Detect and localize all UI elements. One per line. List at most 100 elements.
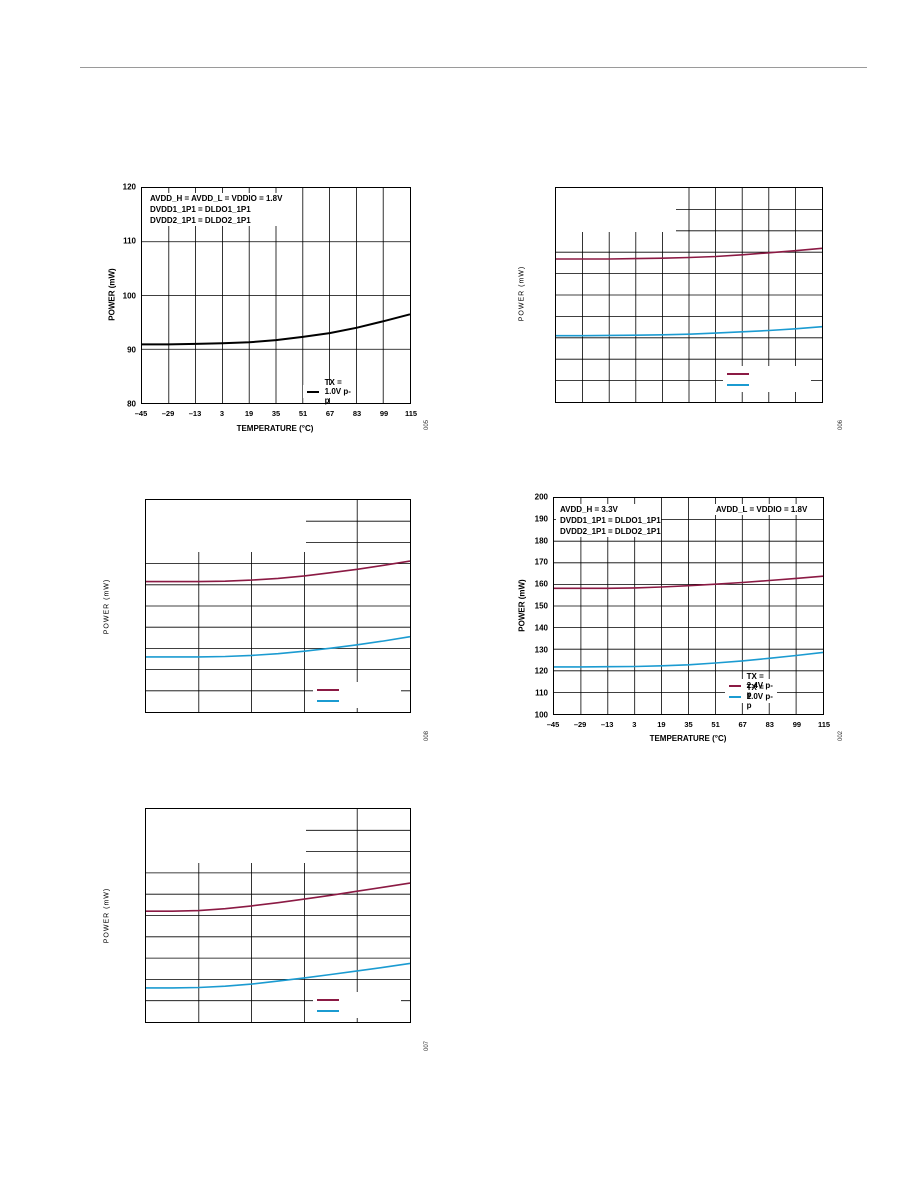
chart-4-figure-number: 002 [838, 730, 845, 742]
chart-4-legend-item-1: TX = 2.4V p-p [729, 672, 773, 699]
chart-4-legend-swatch-1 [729, 684, 741, 687]
chart-4-x-tick-label: 115 [817, 720, 831, 729]
chart-3-figure-number: 008 [424, 730, 431, 742]
chart-5-series-2-line [146, 962, 411, 989]
chart-4-y-tick-label: 130 [534, 645, 548, 655]
chart-1-x-tick-label: 19 [244, 409, 254, 418]
chart-3-legend-item-2 [317, 695, 397, 706]
chart-1-x-tick-label: –45 [134, 409, 148, 418]
chart-2-legend-item-1 [727, 368, 807, 379]
chart-5-series-1-line [146, 882, 411, 912]
header-rule [80, 67, 867, 68]
chart-4-y-tick-label: 160 [534, 579, 548, 589]
chart-1-series-1-line [142, 313, 411, 346]
chart-4-annotation-line-3: DVDD2_1P1 = DLDO2_1P1 [560, 527, 661, 536]
chart-4-x-tick-label: –45 [546, 720, 560, 729]
chart-2-legend [723, 366, 811, 392]
chart-1-x-tick-label: 99 [379, 409, 389, 418]
chart-1-x-tick-label: 35 [271, 409, 281, 418]
chart-4-legend: TX = 2.4V p-p TX = 1.0V p-p [725, 672, 778, 710]
chart-1-y-tick-label: 90 [127, 345, 136, 355]
chart-4-y-tick-label: 100 [534, 710, 548, 720]
chart-4-y-tick-label: 180 [534, 536, 548, 546]
chart-4-legend-label-2: TX = 1.0V p-p [746, 683, 773, 710]
chart-3-blank-annotation-box [146, 500, 306, 552]
chart-5-figure-number: 007 [424, 1040, 431, 1052]
chart-4-y-tick-label: 170 [534, 557, 548, 567]
chart-2-series-2-line [556, 325, 823, 337]
chart-5-legend [313, 992, 401, 1018]
chart-4-y-tick-label: 120 [534, 666, 548, 676]
chart-1-annotation-line-3: DVDD2_1P1 = DLDO2_1P1 [150, 216, 251, 225]
chart-5-y-axis-label: POWER (mW) [103, 887, 111, 944]
chart-4-x-tick-label: 67 [738, 720, 747, 729]
chart-2-figure-number: 006 [838, 419, 845, 431]
chart-2-legend-swatch-1 [727, 372, 749, 375]
chart-4-legend-item-2: TX = 1.0V p-p [729, 683, 773, 710]
chart-1-x-axis-label: TEMPERATURE (°C) [236, 424, 314, 433]
chart-1-x-tick-label: –29 [161, 409, 175, 418]
chart-5-legend-item-2 [317, 1005, 397, 1016]
chart-1-legend-swatch [307, 390, 319, 393]
chart-4-x-tick-label: –13 [600, 720, 614, 729]
chart-3-legend-swatch-2 [317, 699, 339, 702]
chart-4-legend-swatch-2 [729, 695, 741, 698]
chart-4-series-2-line [554, 651, 824, 668]
chart-5-legend-swatch-2 [317, 1009, 339, 1012]
chart-4-x-axis-label: TEMPERATURE (°C) [649, 734, 727, 743]
chart-1-x-tick-label: 51 [298, 409, 308, 418]
chart-1-x-tick-label: 3 [219, 409, 225, 418]
chart-3-series-1-line [146, 560, 411, 583]
chart-4-y-axis-label: POWER (mW) [517, 579, 527, 632]
chart-5-blank-annotation-box [146, 809, 306, 863]
chart-4-x-tick-label: 35 [684, 720, 693, 729]
chart-1-x-tick-label: 67 [325, 409, 335, 418]
chart-1-legend-item: TX = 1.0V p-p [307, 378, 351, 405]
chart-4-y-tick-label: 140 [534, 623, 548, 633]
chart-2-legend-item-2 [727, 379, 807, 390]
chart-3-svg [146, 500, 411, 712]
chart-1-figure-number: 005 [424, 419, 431, 431]
chart-4-x-tick-label: 19 [657, 720, 666, 729]
chart-5-legend-item-1 [317, 994, 397, 1005]
chart-4-annotation-line-1: AVDD_H = 3.3V [560, 505, 618, 514]
chart-4-x-tick-label: 83 [765, 720, 774, 729]
chart-1-annotation-line-1: AVDD_H = AVDD_L = VDDIO = 1.8V [150, 194, 283, 203]
chart-4-y-tick-label: 190 [534, 514, 548, 524]
chart-3-series-2-line [146, 635, 411, 658]
chart-2-y-axis-label: POWER (mW) [518, 265, 526, 322]
chart-3-legend-item-1 [317, 684, 397, 695]
chart-3-legend [313, 682, 401, 708]
chart-3-y-axis-label: POWER (mW) [103, 578, 111, 635]
chart-2-svg [556, 188, 823, 402]
chart-1-x-tick-label: 83 [352, 409, 362, 418]
chart-4-y-tick-label: 110 [535, 688, 548, 698]
chart-4-x-tick-label: 99 [792, 720, 802, 729]
chart-4-annotation: AVDD_H = 3.3V DVDD1_1P1 = DLDO1_1P1 DVDD… [556, 504, 661, 537]
chart-5-legend-swatch-1 [317, 998, 339, 1001]
chart-2-legend-swatch-2 [727, 383, 749, 386]
chart-2-series-1-line [556, 247, 823, 260]
chart-1-y-tick-label: 80 [127, 399, 136, 409]
chart-3-legend-swatch-1 [317, 688, 339, 691]
chart-1-annotation: AVDD_H = AVDD_L = VDDIO = 1.8V DVDD1_1P1… [146, 193, 283, 226]
chart-4-x-tick-label: 3 [632, 720, 637, 729]
chart-4-x-tick-label: –29 [573, 720, 587, 729]
chart-2-blank-annotation-box [556, 188, 676, 232]
chart-4-annotation-line-2: DVDD1_1P1 = DLDO1_1P1 [560, 516, 661, 525]
chart-1-legend: TX = 1.0V p-p [303, 378, 356, 405]
chart-1-y-axis-label: POWER (mW) [107, 268, 117, 321]
chart-1-annotation-line-2: DVDD1_1P1 = DLDO1_1P1 [150, 205, 251, 214]
chart-1-x-tick-label: –13 [188, 409, 202, 418]
chart-4-series-1-line [554, 575, 824, 590]
chart-1-y-tick-label: 110 [123, 236, 136, 246]
chart-4-legend-label-1: TX = 2.4V p-p [746, 672, 773, 699]
chart-4-annotation-right: AVDD_L = VDDIO = 1.8V [713, 504, 811, 515]
chart-1-y-tick-label: 120 [122, 182, 136, 192]
chart-4-y-tick-label: 150 [534, 601, 548, 611]
chart-4-y-tick-label: 200 [534, 492, 548, 502]
chart-4-x-tick-label: 51 [711, 720, 720, 729]
chart-1-legend-label: TX = 1.0V p-p [324, 378, 351, 405]
chart-1-x-tick-label: 115 [404, 409, 418, 418]
chart-1-y-tick-label: 100 [122, 291, 136, 300]
